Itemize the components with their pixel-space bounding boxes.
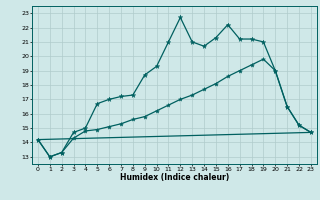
X-axis label: Humidex (Indice chaleur): Humidex (Indice chaleur) bbox=[120, 173, 229, 182]
